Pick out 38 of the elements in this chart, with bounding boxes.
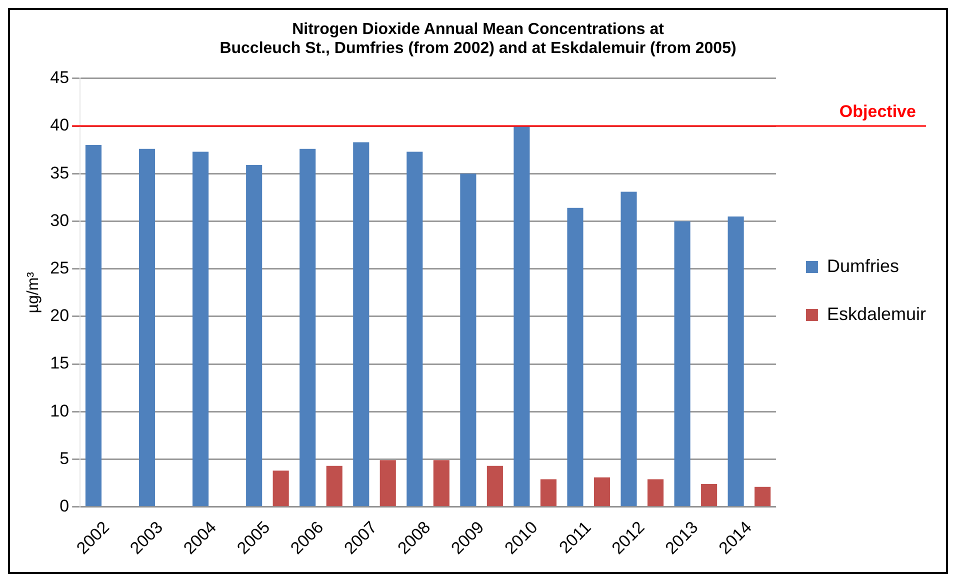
legend-label: Eskdalemuir (826, 304, 926, 324)
y-tick-label: 5 (60, 448, 70, 468)
y-tick-label: 0 (60, 496, 70, 516)
bar (594, 477, 610, 506)
bar (138, 148, 156, 506)
bar (754, 486, 771, 506)
legend-label: Dumfries (826, 256, 899, 276)
bar (540, 479, 557, 506)
y-tick-label: 35 (50, 163, 70, 182)
bar (567, 208, 584, 506)
bar (620, 192, 637, 506)
bar (246, 165, 262, 506)
y-tick-label: 20 (50, 306, 70, 326)
chart-title: Nitrogen Dioxide Annual Mean Concentrations at Buccleuch St., Dumfries (from 2002) and at Eskdalemuir (from 2005) (220, 21, 736, 58)
bar (514, 126, 530, 506)
bar (433, 460, 450, 506)
bar (486, 466, 503, 506)
bar (85, 145, 102, 506)
y-tick-label: 10 (50, 401, 70, 420)
y-tick-label: 30 (50, 210, 70, 230)
y-tick-label: 15 (50, 354, 70, 373)
bar (406, 152, 423, 506)
bar (272, 470, 289, 506)
bar (326, 466, 342, 506)
y-tick-label: 45 (50, 68, 70, 88)
bar (353, 142, 370, 506)
bar (300, 148, 316, 506)
y-tick-label: 40 (50, 116, 70, 135)
bar (192, 152, 209, 506)
y-tick-label: 25 (50, 258, 70, 278)
bar (728, 216, 744, 506)
y-axis-title: µg/m³ (25, 271, 42, 314)
bar (701, 484, 718, 506)
ref-line-label: Objective (839, 102, 916, 122)
bar (648, 479, 664, 506)
bar (674, 221, 690, 506)
bar (380, 460, 396, 506)
bar (460, 174, 476, 506)
